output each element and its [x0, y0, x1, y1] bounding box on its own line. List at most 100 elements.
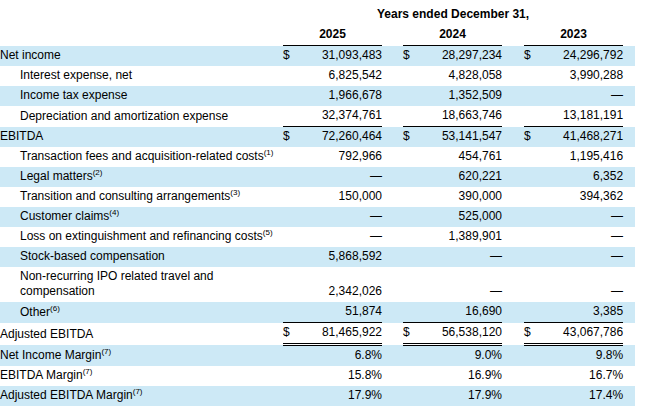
currency-symbol — [524, 106, 544, 127]
column-gap — [502, 366, 524, 386]
row-label-text: Net Income Margin — [0, 348, 101, 362]
currency-symbol: $ — [524, 46, 544, 67]
value-2024: 620,221 — [423, 167, 502, 187]
column-gap — [623, 207, 635, 227]
column-gap — [502, 147, 524, 167]
value-2024: — — [423, 247, 502, 267]
column-gap — [502, 267, 524, 302]
table-row: Transaction fees and acquisition-related… — [0, 147, 635, 167]
currency-symbol: $ — [524, 323, 544, 345]
currency-symbol: $ — [283, 46, 303, 67]
column-gap — [382, 267, 403, 302]
value-2023: 6,352 — [544, 167, 623, 187]
column-gap — [382, 106, 403, 127]
row-label-text: EBITDA — [0, 129, 43, 143]
currency-symbol: $ — [403, 127, 423, 148]
currency-symbol: $ — [403, 46, 423, 67]
table-body: Net income$31,093,483$28,297,234$24,296,… — [0, 46, 635, 407]
currency-symbol — [283, 302, 303, 323]
currency-symbol — [403, 345, 423, 367]
column-gap — [623, 187, 635, 207]
table-row: Transition and consulting arrangements(3… — [0, 187, 635, 207]
row-label: Depreciation and amortization expense — [0, 106, 283, 127]
row-label: Legal matters(2) — [0, 167, 283, 187]
year-header-row: 2025 2024 2023 — [0, 25, 635, 46]
table-row: Adjusted EBITDA$81,465,922$56,538,120$43… — [0, 323, 635, 345]
value-2023: 17.4% — [544, 386, 623, 406]
row-label: Adjusted EBITDA Margin(7) — [0, 386, 283, 406]
value-2024: 53,141,547 — [423, 127, 502, 148]
row-label-text: Transaction fees and acquisition-related… — [20, 149, 264, 163]
currency-symbol — [524, 187, 544, 207]
column-gap — [382, 46, 403, 67]
currency-symbol — [283, 147, 303, 167]
year-header-2024: 2024 — [403, 25, 502, 46]
value-2024: — — [423, 267, 502, 302]
currency-symbol — [283, 267, 303, 302]
column-gap — [382, 302, 403, 323]
row-label-text: Interest expense, net — [20, 68, 132, 82]
currency-symbol — [524, 247, 544, 267]
table-row: Legal matters(2)—620,2216,352 — [0, 167, 635, 187]
ebitda-reconciliation-table: Years ended December 31, 2025 2024 2023 … — [0, 5, 635, 406]
column-gap — [502, 127, 524, 148]
row-label: Transaction fees and acquisition-related… — [0, 147, 283, 167]
row-label: EBITDA — [0, 127, 283, 148]
currency-symbol — [283, 227, 303, 247]
table-row: Loss on extinguishment and refinancing c… — [0, 227, 635, 247]
table-row: Depreciation and amortization expense 32,… — [0, 106, 635, 127]
spacer-cell — [382, 25, 403, 46]
value-2025: 792,966 — [303, 147, 382, 167]
spacer-cell — [502, 25, 524, 46]
row-label: Transition and consulting arrangements(3… — [0, 187, 283, 207]
currency-symbol — [403, 207, 423, 227]
table-row: EBITDA Margin(7)15.8%16.9%16.7% — [0, 366, 635, 386]
value-2023: — — [544, 227, 623, 247]
column-gap — [623, 86, 635, 106]
column-gap — [623, 147, 635, 167]
column-gap — [502, 345, 524, 367]
currency-symbol: $ — [403, 323, 423, 345]
row-label: Net income — [0, 46, 283, 67]
row-label-text: Income tax expense — [20, 88, 127, 102]
spacer-cell — [0, 25, 283, 46]
column-gap — [382, 247, 403, 267]
column-gap — [623, 106, 635, 127]
currency-symbol — [524, 86, 544, 106]
value-2024: 16.9% — [423, 366, 502, 386]
value-2023: 3,385 — [544, 302, 623, 323]
value-2025: — — [303, 227, 382, 247]
currency-symbol — [283, 247, 303, 267]
row-label: Loss on extinguishment and refinancing c… — [0, 227, 283, 247]
footnote-marker: (6) — [50, 304, 60, 313]
table-row: Non-recurring IPO related travel and com… — [0, 267, 635, 302]
column-gap — [382, 366, 403, 386]
currency-symbol — [403, 187, 423, 207]
footnote-marker: (2) — [93, 168, 103, 177]
column-gap — [502, 247, 524, 267]
value-2025: 1,966,678 — [303, 86, 382, 106]
value-2024: 28,297,234 — [423, 46, 502, 67]
value-2024: 1,352,509 — [423, 86, 502, 106]
row-label-text: Depreciation and amortization expense — [20, 109, 228, 123]
column-gap — [502, 302, 524, 323]
value-2025: 72,260,464 — [303, 127, 382, 148]
table-row: Net income$31,093,483$28,297,234$24,296,… — [0, 46, 635, 67]
value-2025: 32,374,761 — [303, 106, 382, 127]
value-2025: 5,868,592 — [303, 247, 382, 267]
column-gap — [382, 147, 403, 167]
column-gap — [502, 227, 524, 247]
value-2024: 16,690 — [423, 302, 502, 323]
value-2024: 9.0% — [423, 345, 502, 367]
currency-symbol — [403, 366, 423, 386]
value-2023: — — [544, 86, 623, 106]
footnote-marker: (1) — [264, 148, 274, 157]
currency-symbol — [283, 366, 303, 386]
column-gap — [623, 247, 635, 267]
row-label: Interest expense, net — [0, 66, 283, 86]
column-gap — [382, 187, 403, 207]
value-2024: 18,663,746 — [423, 106, 502, 127]
footnote-marker: (5) — [263, 228, 273, 237]
currency-symbol — [524, 345, 544, 367]
value-2023: — — [544, 267, 623, 302]
